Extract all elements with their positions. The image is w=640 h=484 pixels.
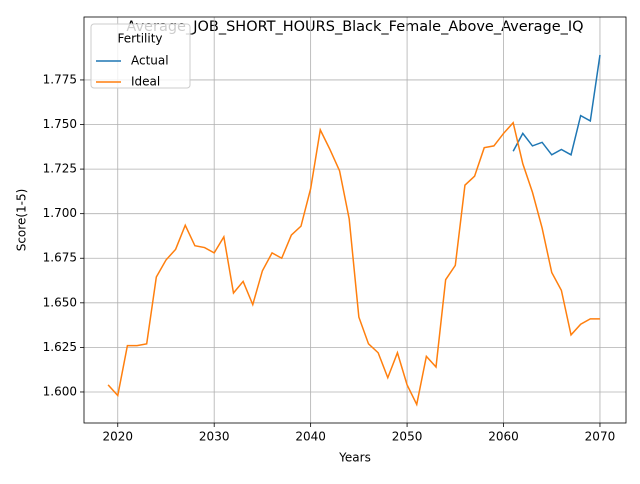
legend-title: Fertility: [117, 32, 162, 46]
plot-frame: [83, 16, 627, 424]
x-tick-label: 2050: [392, 430, 423, 444]
y-tick-label: 1.775: [43, 72, 77, 86]
y-tick-label: 1.675: [43, 251, 77, 265]
x-tick-label: 2020: [102, 430, 133, 444]
legend-box: [90, 23, 191, 89]
legend-label: Ideal: [131, 75, 160, 89]
x-tick-label: 2040: [295, 430, 326, 444]
legend-label: Actual: [131, 54, 169, 68]
chart-title: Average_JOB_SHORT_HOURS_Black_Female_Abo…: [126, 19, 583, 35]
x-axis-label: Years: [338, 451, 371, 465]
y-tick-label: 1.625: [43, 340, 77, 354]
line-series: [512, 54, 601, 156]
y-tick-label: 1.600: [43, 384, 77, 398]
x-tick-label: 2030: [199, 430, 230, 444]
line-series: [107, 121, 600, 407]
y-axis-label: Score(1-5): [15, 189, 29, 252]
y-tick-label: 1.725: [43, 162, 77, 176]
x-tick-label: 2070: [585, 430, 616, 444]
y-tick-label: 1.750: [43, 117, 77, 131]
x-tick-label: 2060: [488, 430, 519, 444]
y-tick-label: 1.650: [43, 295, 77, 309]
y-tick-label: 1.700: [43, 206, 77, 220]
